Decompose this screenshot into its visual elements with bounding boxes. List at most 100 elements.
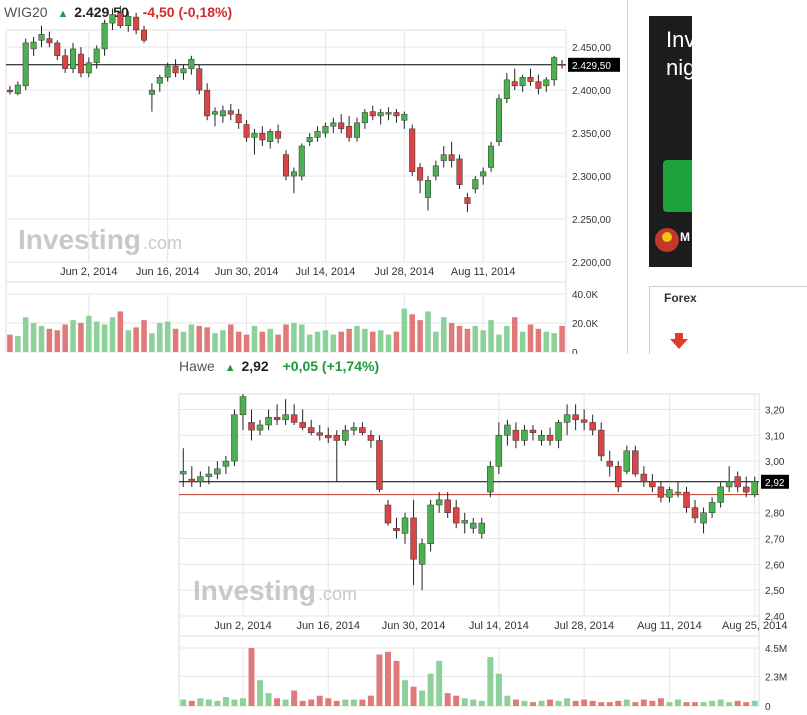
volume-bar: [444, 693, 451, 706]
candle-body: [511, 81, 518, 87]
candle-body: [401, 517, 409, 534]
candle-body: [298, 145, 305, 177]
candle-body: [38, 34, 45, 41]
candle-body: [117, 12, 124, 26]
candle-body: [267, 131, 274, 142]
volume-bar: [384, 651, 391, 706]
candle-body: [30, 41, 37, 50]
tab-forex[interactable]: Forex: [664, 291, 697, 305]
last-price-box: [761, 474, 789, 489]
y-tick-label: 2.400,00: [572, 86, 611, 97]
candle-body: [346, 125, 353, 138]
volume-bar: [342, 699, 349, 706]
x-tick-label: Jun 2, 2014: [60, 266, 118, 278]
x-tick-label: Jul 28, 2014: [374, 266, 434, 278]
down-arrow-stem: [675, 333, 683, 340]
volume-bar: [188, 700, 195, 706]
y-tick-label: 2,50: [765, 586, 785, 597]
ad-logo-dot-icon: [662, 232, 672, 242]
candle-body: [597, 429, 605, 457]
volume-bar: [456, 325, 463, 352]
volume-bar: [598, 702, 605, 706]
hawe-chart[interactable]: 3,20 3,10 3,00 2,80 2,70 2,60 2,50 2,40 Jun 2, 2…: [175, 354, 807, 715]
y-tick-label: 2.450,00: [572, 43, 611, 54]
volume-bar: [529, 702, 536, 706]
candle-body: [299, 422, 306, 428]
x-tick-label: Jun 30, 2014: [382, 620, 446, 632]
volume-tick-label: 20.0K: [572, 319, 598, 330]
volume-bar: [38, 325, 45, 352]
volume-bar: [359, 699, 366, 706]
instrument-name: WIG20: [4, 4, 48, 20]
volume-bar: [101, 324, 108, 352]
candle-body: [222, 460, 230, 467]
volume-bar: [15, 336, 21, 352]
candle-body: [22, 42, 29, 87]
candle-body: [350, 427, 358, 431]
candle-body: [640, 473, 648, 483]
candle-body: [519, 77, 526, 87]
candle-body: [409, 128, 416, 173]
candle-body: [470, 522, 477, 529]
volume-tick-label: 0: [572, 348, 578, 354]
candle-body: [359, 427, 366, 433]
volume-bar: [425, 311, 431, 352]
candle-body: [219, 110, 226, 117]
volume-bar: [164, 321, 171, 352]
up-arrow-icon: ▲: [224, 362, 236, 374]
candle-body: [751, 481, 758, 495]
candle-body: [572, 414, 579, 421]
x-tick-label: Jul 14, 2014: [295, 266, 355, 278]
candle-body: [85, 62, 92, 74]
watermark-suffix: .com: [318, 584, 357, 604]
volume-bar: [325, 698, 332, 706]
volume-bar: [504, 695, 511, 706]
candle-body: [361, 112, 368, 124]
up-arrow-icon: ▲: [57, 8, 69, 20]
candle-body: [125, 16, 132, 26]
candle-body: [623, 450, 631, 472]
candle-body: [243, 124, 250, 138]
volume-bar: [409, 314, 415, 352]
candle-body: [543, 79, 550, 87]
candle-body: [316, 432, 323, 436]
forex-widget: Forex: [649, 286, 807, 355]
candle-body: [256, 424, 264, 431]
volume-bar: [333, 700, 340, 706]
x-tick-label: Jul 14, 2014: [469, 620, 529, 632]
advertisement[interactable]: Inv nig M: [649, 16, 692, 267]
volume-bar: [149, 333, 155, 352]
volume-bar: [7, 334, 13, 352]
wig20-chart-panel: WIG20 ▲ 2.429,50 -4,50 (-0,18%) 2.450,00…: [0, 0, 628, 354]
candle-body: [527, 77, 534, 82]
volume-bar: [330, 334, 337, 352]
volume-bar: [133, 327, 139, 352]
volume-bar: [436, 660, 443, 706]
candle-body: [385, 112, 392, 115]
volume-bar: [692, 702, 699, 706]
candle-body: [742, 486, 750, 493]
volume-bar: [78, 323, 84, 352]
volume-bar: [487, 657, 494, 706]
wig20-chart[interactable]: 2.450,00 2.400,00 2.350,00 2.300,00 2.250,00…: [0, 0, 628, 354]
volume-bar: [470, 699, 477, 706]
candle-body: [551, 57, 558, 81]
candle-body: [487, 466, 494, 493]
candle-body: [461, 520, 468, 524]
volume-bar: [427, 673, 434, 706]
volume-bar: [220, 330, 226, 352]
candle-body: [197, 476, 204, 483]
candle-body: [456, 158, 463, 185]
volume-bar: [512, 699, 519, 706]
volume-bar: [433, 331, 439, 352]
candle-body: [535, 81, 542, 89]
ad-button[interactable]: [663, 160, 692, 212]
volume-bar: [243, 334, 250, 352]
volume-bar: [547, 699, 554, 706]
candle-body: [488, 145, 495, 168]
volume-bar: [393, 660, 400, 706]
candle-body: [529, 429, 537, 433]
volume-bar: [495, 673, 502, 706]
volume-bar: [265, 693, 272, 706]
volume-bar: [354, 325, 360, 352]
